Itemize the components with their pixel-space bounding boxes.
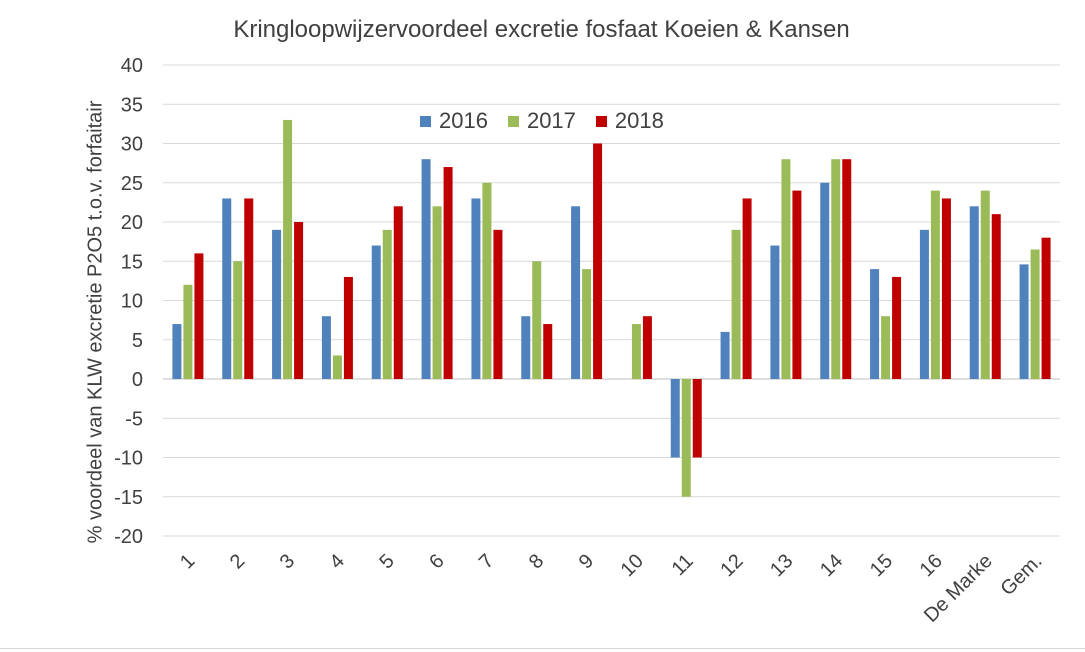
bar-2016-2 bbox=[222, 198, 232, 379]
y-tick-label: 25 bbox=[121, 173, 143, 195]
bar-2018-14 bbox=[842, 159, 852, 379]
bar-2016-Gem bbox=[1019, 264, 1029, 379]
bar-2017-13 bbox=[781, 159, 791, 379]
x-tick-label: 5 bbox=[375, 550, 398, 573]
x-tick-label: 4 bbox=[326, 550, 349, 573]
legend-item-2017: 2017 bbox=[507, 108, 576, 134]
bar-2018-4 bbox=[343, 276, 353, 379]
chart-title-text: Kringloopwijzervoordeel excretie fosfaat… bbox=[233, 16, 850, 43]
bar-2018-15 bbox=[892, 276, 902, 379]
bar-2018-7 bbox=[493, 229, 503, 379]
bar-2016-11 bbox=[670, 379, 680, 458]
bar-2018-2 bbox=[244, 198, 254, 379]
x-tick-label: 1 bbox=[176, 550, 199, 573]
legend-item-2016: 2016 bbox=[420, 108, 488, 134]
legend-label-2018: 2018 bbox=[614, 108, 664, 133]
bar-2018-De-Marke bbox=[991, 214, 1001, 379]
bar-2016-6 bbox=[421, 159, 431, 379]
bar-2018-12 bbox=[742, 198, 752, 379]
y-tick-label: 15 bbox=[121, 251, 143, 273]
bar-2016-9 bbox=[571, 206, 581, 379]
x-tick-label: Gem. bbox=[996, 550, 1046, 600]
bar-2017-4 bbox=[332, 355, 342, 379]
y-tick-label: 5 bbox=[132, 330, 143, 352]
bar-2017-5 bbox=[382, 229, 392, 379]
x-tick-label: 12 bbox=[716, 550, 747, 581]
y-tick-label: 40 bbox=[121, 55, 143, 77]
bar-2018-1 bbox=[194, 253, 204, 379]
bar-2017-16 bbox=[930, 190, 940, 379]
bar-2018-16 bbox=[941, 198, 951, 379]
bar-2017-10 bbox=[631, 324, 641, 379]
y-tick-label: 10 bbox=[121, 291, 143, 313]
bar-2018-6 bbox=[443, 167, 453, 379]
chart-title: Kringloopwijzervoordeel excretie fosfaat… bbox=[0, 16, 1085, 44]
bar-2016-16 bbox=[919, 229, 929, 379]
legend-label-2016: 2016 bbox=[439, 108, 488, 133]
y-tick-label: -15 bbox=[114, 487, 143, 509]
bar-2017-12 bbox=[731, 229, 741, 379]
bar-2018-13 bbox=[792, 190, 802, 379]
bar-2016-5 bbox=[371, 245, 381, 379]
bar-2016-14 bbox=[820, 182, 830, 379]
x-tick-label: 6 bbox=[425, 550, 448, 573]
bar-2017-3 bbox=[283, 119, 293, 379]
bar-2018-5 bbox=[393, 206, 403, 379]
bar-2017-6 bbox=[432, 206, 442, 379]
y-tick-label: 35 bbox=[121, 94, 143, 116]
bottom-border bbox=[0, 648, 1085, 649]
bar-2018-11 bbox=[692, 379, 702, 458]
x-tick-label: 14 bbox=[816, 550, 847, 581]
y-tick-label: 20 bbox=[121, 212, 143, 234]
legend: 2016 2017 2018 bbox=[420, 108, 664, 134]
x-tick-label: 11 bbox=[668, 550, 698, 580]
x-tick-label: 15 bbox=[866, 550, 897, 581]
bar-2018-8 bbox=[543, 324, 553, 379]
bar-2018-3 bbox=[294, 222, 304, 379]
x-tick-label: 13 bbox=[766, 550, 797, 581]
bar-2016-7 bbox=[471, 198, 481, 379]
y-tick-label: 0 bbox=[132, 369, 143, 391]
bar-2018-9 bbox=[593, 143, 603, 379]
bar-2017-9 bbox=[582, 269, 592, 379]
y-tick-label: -10 bbox=[114, 448, 143, 470]
bar-2017-Gem bbox=[1030, 249, 1040, 379]
legend-swatch-2018 bbox=[595, 115, 607, 127]
bar-2018-Gem bbox=[1041, 237, 1051, 379]
y-tick-label: -5 bbox=[125, 408, 143, 430]
y-tick-label: -20 bbox=[114, 526, 143, 548]
x-tick-label: 7 bbox=[475, 550, 498, 573]
x-tick-label: 16 bbox=[916, 550, 947, 581]
bar-2018-10 bbox=[642, 316, 652, 379]
bar-2017-11 bbox=[681, 379, 691, 497]
legend-item-2018: 2018 bbox=[595, 108, 664, 134]
bar-2016-8 bbox=[521, 316, 531, 379]
bar-2016-12 bbox=[720, 331, 730, 379]
bar-2016-15 bbox=[870, 269, 880, 379]
bar-2016-3 bbox=[272, 229, 282, 379]
bar-2016-4 bbox=[321, 316, 331, 379]
bar-2017-De-Marke bbox=[980, 190, 990, 379]
bar-2017-15 bbox=[881, 316, 891, 379]
y-tick-label: 30 bbox=[121, 134, 143, 156]
x-tick-label: 3 bbox=[276, 550, 299, 573]
bar-2017-1 bbox=[183, 284, 193, 379]
bar-2016-1 bbox=[172, 324, 182, 379]
bar-2017-7 bbox=[482, 182, 492, 379]
bar-2016-De-Marke bbox=[969, 206, 979, 379]
legend-swatch-2016 bbox=[420, 115, 431, 127]
bar-2017-2 bbox=[233, 261, 243, 379]
bar-2017-8 bbox=[532, 261, 542, 379]
x-tick-label: 8 bbox=[525, 550, 548, 573]
x-tick-label: 9 bbox=[575, 550, 598, 573]
bar-2016-13 bbox=[770, 245, 780, 379]
legend-label-2017: 2017 bbox=[526, 108, 576, 133]
bar-2017-14 bbox=[831, 159, 841, 379]
legend-swatch-2017 bbox=[507, 115, 519, 127]
x-tick-label: 2 bbox=[226, 550, 249, 573]
x-tick-label: 10 bbox=[617, 550, 648, 581]
